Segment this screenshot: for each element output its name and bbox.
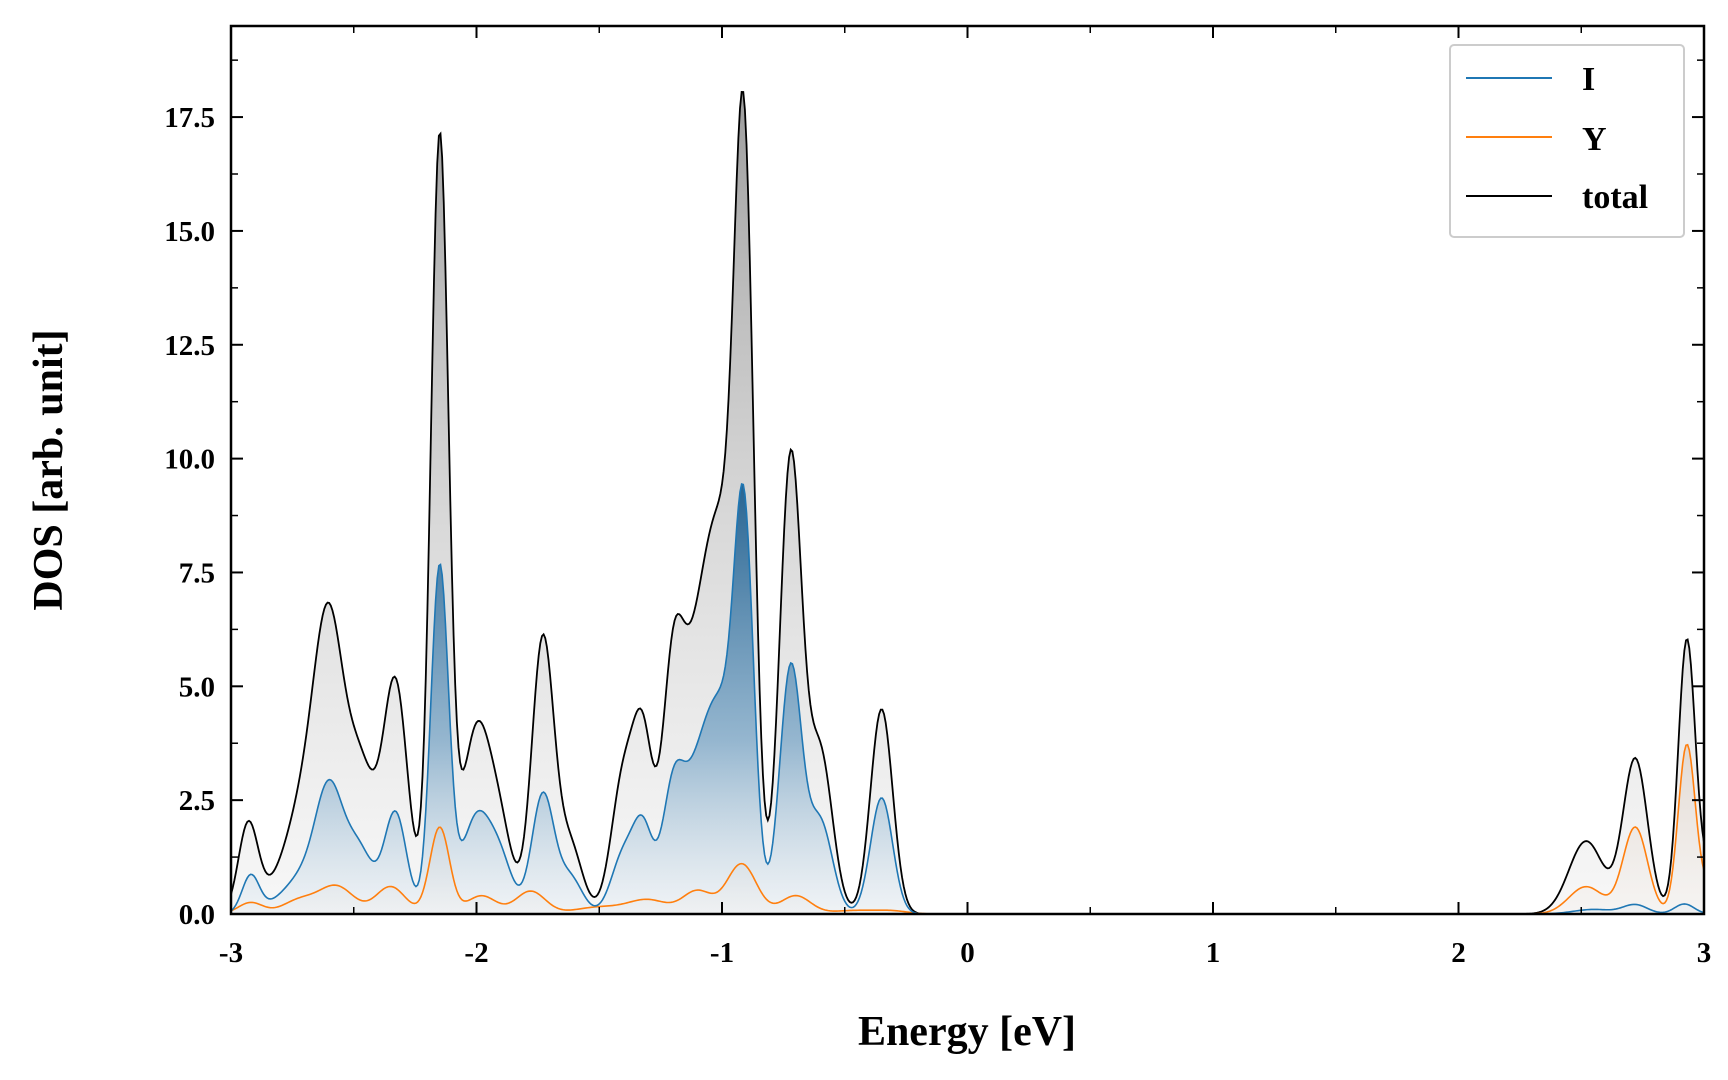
area-fill-total xyxy=(231,91,1704,914)
y-tick-label: 7.5 xyxy=(179,557,215,589)
x-tick-label: -3 xyxy=(219,937,243,969)
x-tick-label: 1 xyxy=(1206,937,1221,969)
series-line-I xyxy=(231,483,1704,914)
x-tick-label: 0 xyxy=(960,937,975,969)
x-tick-label: -1 xyxy=(710,937,734,969)
x-tick-label: -2 xyxy=(464,937,488,969)
y-tick-label: 0.0 xyxy=(179,899,215,931)
y-axis-label: DOS [arb. unit] xyxy=(26,329,72,610)
x-tick-label: 2 xyxy=(1451,937,1466,969)
legend: I Y total xyxy=(1449,44,1685,238)
y-tick-label: 5.0 xyxy=(179,671,215,703)
x-tick-label: 3 xyxy=(1697,937,1712,969)
series-line-total xyxy=(231,91,1704,914)
legend-label-Y: Y xyxy=(1582,121,1607,158)
y-tick-label: 12.5 xyxy=(164,330,215,362)
y-tick-label: 10.0 xyxy=(164,444,215,476)
legend-label-I: I xyxy=(1582,61,1595,98)
y-tick-label: 17.5 xyxy=(164,102,215,134)
area-fill-I xyxy=(231,484,1704,914)
legend-box xyxy=(1449,44,1685,238)
legend-label-total: total xyxy=(1582,179,1648,216)
y-tick-label: 2.5 xyxy=(179,785,215,817)
y-tick-label: 15.0 xyxy=(164,216,215,248)
series-line-Y xyxy=(231,743,1704,914)
x-axis-label: Energy [eV] xyxy=(858,1009,1076,1055)
